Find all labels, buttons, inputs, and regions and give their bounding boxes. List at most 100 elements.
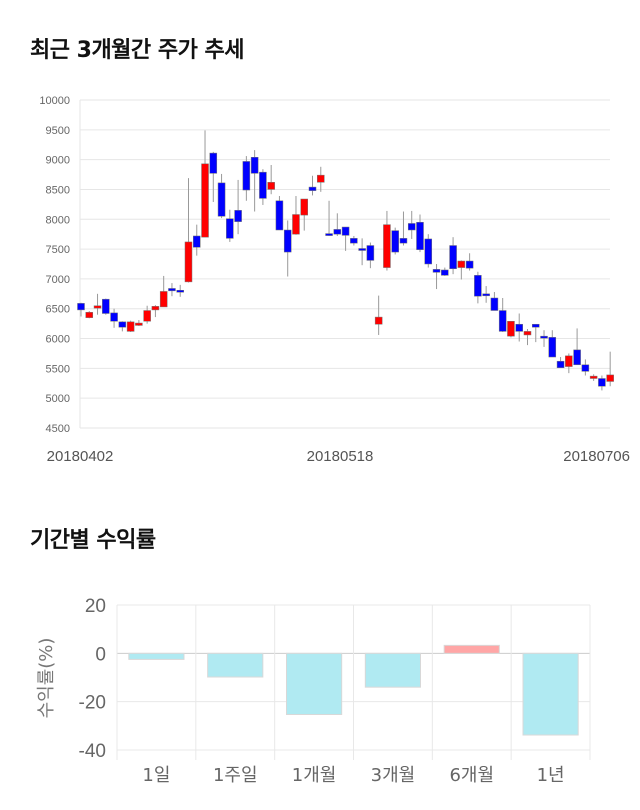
candle-down — [515, 323, 523, 332]
candle-down — [217, 182, 226, 217]
candle-up — [606, 374, 614, 382]
candle-up — [201, 163, 209, 238]
candle-down — [532, 323, 540, 328]
x-tick-label: 6개월 — [449, 765, 494, 786]
return-bar — [285, 652, 343, 715]
y-tick-label: 6500 — [46, 304, 70, 316]
candle-down — [77, 303, 85, 311]
candle-down — [308, 186, 317, 191]
candle-down — [242, 161, 251, 191]
candle-up — [159, 291, 168, 308]
x-tick-label: 3개월 — [371, 765, 416, 786]
candle-down — [465, 260, 474, 269]
y-tick-label: 0 — [95, 644, 106, 665]
candle-down — [407, 223, 416, 231]
candle-down — [209, 152, 218, 174]
candle-down — [341, 226, 350, 236]
x-tick-label: 20180402 — [47, 448, 114, 465]
candle-down — [358, 248, 366, 251]
candle-down — [556, 360, 565, 369]
x-tick-label: 1주일 — [213, 765, 258, 786]
candle-up — [383, 224, 391, 268]
candle-up — [151, 306, 160, 311]
candle-down — [573, 349, 581, 366]
candle-down — [548, 337, 557, 358]
candle-up — [589, 375, 598, 379]
candle-down — [598, 378, 606, 387]
candle-down — [176, 289, 184, 293]
candle-down — [102, 298, 110, 314]
candle-up — [374, 316, 383, 325]
return-bar — [522, 652, 579, 736]
candle-up — [143, 310, 151, 322]
candle-down — [449, 245, 457, 270]
candle-up — [317, 174, 325, 183]
candle-down — [490, 297, 499, 311]
candle-down — [474, 275, 482, 297]
return-bar — [443, 644, 500, 654]
y-tick-label: 10000 — [39, 95, 70, 107]
candle-up — [93, 305, 102, 309]
x-tick-label: 1년 — [537, 765, 565, 786]
y-tick-label: -20 — [79, 693, 106, 714]
candle-down — [482, 293, 490, 297]
candle-up — [292, 214, 300, 235]
return-bar — [364, 652, 422, 688]
y-tick-label: 7000 — [46, 274, 70, 286]
return-bar — [128, 652, 185, 660]
candle-down — [366, 245, 375, 261]
y-tick-label: 8500 — [46, 184, 70, 196]
candle-up — [300, 198, 308, 216]
candle-up — [507, 321, 515, 337]
x-tick-label: 1개월 — [292, 765, 337, 786]
candle-down — [581, 364, 590, 372]
return-bar — [207, 652, 264, 678]
y-tick-label: 20 — [85, 596, 106, 617]
candle-down — [350, 238, 358, 244]
candle-down — [234, 210, 242, 222]
candle-up — [135, 322, 143, 326]
candle-down — [391, 230, 399, 253]
candle-down — [333, 229, 342, 235]
candle-down — [283, 229, 292, 253]
candle-up — [457, 260, 466, 268]
candle-up — [523, 331, 532, 336]
candle-down — [259, 171, 267, 199]
candle-down — [325, 233, 333, 236]
candle-down — [424, 238, 433, 265]
candle-up — [565, 355, 573, 367]
candle-down — [168, 288, 176, 292]
y-tick-label: 9500 — [46, 125, 70, 137]
x-tick-label: 1일 — [142, 765, 170, 786]
candle-up — [184, 241, 193, 283]
candle-up — [85, 312, 94, 318]
candlestick-chart: 10000 9500 9000 8500 8000 7500 7000 6500 6000 550… — [39, 95, 630, 465]
returns-chart-title: 기간별 수익률 — [30, 528, 156, 553]
candle-down — [193, 235, 201, 248]
y-axis-title: 수익률(%) — [36, 638, 57, 719]
candle-down — [118, 321, 127, 328]
candle-down — [399, 238, 408, 244]
candle-up — [267, 182, 275, 190]
price-chart-title: 최근 3개월간 주가 추세 — [30, 38, 244, 63]
candle-down — [226, 218, 234, 239]
y-tick-label: 8000 — [46, 214, 70, 226]
candle-down — [250, 157, 259, 174]
y-tick-label: 9000 — [46, 155, 70, 167]
candle-down — [432, 269, 441, 273]
y-tick-label: 6000 — [46, 334, 70, 346]
y-tick-label: 5000 — [46, 393, 70, 405]
y-tick-label: 5500 — [46, 363, 70, 375]
candle-down — [498, 310, 507, 332]
candle-up — [126, 321, 135, 332]
y-tick-label: -40 — [79, 741, 106, 762]
candle-down — [416, 222, 424, 250]
candle-down — [540, 335, 548, 339]
candle-down — [441, 269, 449, 276]
x-tick-label: 20180706 — [563, 448, 630, 465]
y-tick-label: 7500 — [46, 244, 70, 256]
x-tick-label: 20180518 — [307, 448, 374, 465]
candle-down — [110, 312, 118, 322]
candle-down — [275, 200, 284, 231]
